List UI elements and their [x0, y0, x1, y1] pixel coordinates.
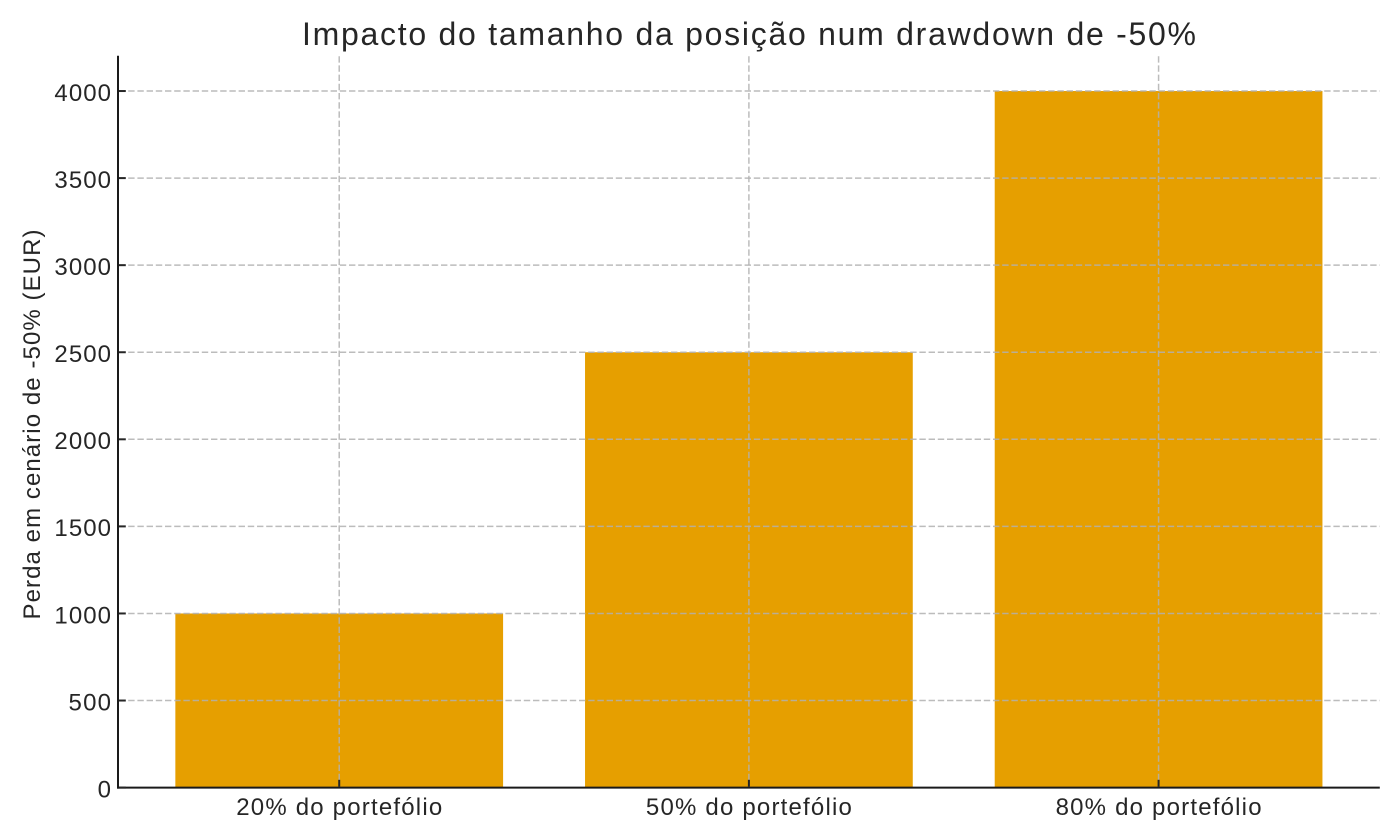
- svg-text:2500: 2500: [54, 341, 111, 368]
- svg-text:Perda em cenário de -50% (EUR): Perda em cenário de -50% (EUR): [19, 230, 46, 620]
- svg-text:0: 0: [98, 776, 111, 803]
- svg-text:1000: 1000: [54, 602, 111, 629]
- svg-text:3000: 3000: [54, 254, 111, 281]
- svg-text:3500: 3500: [54, 167, 111, 194]
- svg-text:2000: 2000: [54, 428, 111, 455]
- svg-text:1500: 1500: [54, 515, 111, 542]
- svg-text:50% do portefólio: 50% do portefólio: [646, 794, 852, 821]
- svg-text:80% do portefólio: 80% do portefólio: [1056, 794, 1262, 821]
- svg-text:500: 500: [69, 689, 112, 716]
- svg-text:4000: 4000: [54, 80, 111, 107]
- svg-text:20% do portefólio: 20% do portefólio: [236, 794, 442, 821]
